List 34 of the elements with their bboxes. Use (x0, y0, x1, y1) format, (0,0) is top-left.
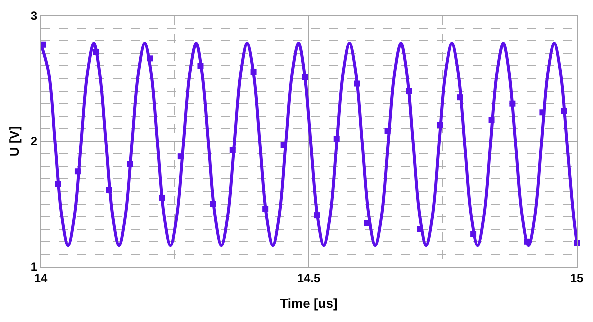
y-tick-label: 2 (30, 134, 38, 149)
point (74, 168, 81, 175)
point (250, 69, 257, 76)
point (262, 206, 269, 212)
point (93, 49, 100, 56)
point (334, 136, 340, 142)
point (540, 110, 546, 116)
point (524, 238, 530, 245)
point (437, 122, 444, 128)
point (354, 80, 360, 87)
y-tick-label: 3 (30, 9, 38, 24)
point (384, 128, 391, 134)
point (314, 212, 320, 219)
x-tick-label: 15 (570, 271, 584, 286)
point (106, 187, 112, 194)
point (147, 56, 154, 62)
point (210, 201, 216, 208)
point (55, 181, 62, 188)
point (417, 226, 424, 232)
point (198, 63, 204, 70)
point (128, 161, 134, 168)
point (230, 147, 236, 154)
point (470, 231, 477, 238)
y-axis-title: U [V] (6, 126, 22, 157)
point (178, 154, 184, 160)
point (457, 94, 464, 101)
point (302, 74, 308, 80)
point (159, 194, 166, 201)
point (406, 88, 412, 94)
point (488, 117, 495, 124)
point (561, 108, 568, 114)
x-tick-label: 14.5 (297, 271, 321, 286)
x-axis-title: Time [us] (280, 296, 338, 311)
point (510, 100, 516, 107)
